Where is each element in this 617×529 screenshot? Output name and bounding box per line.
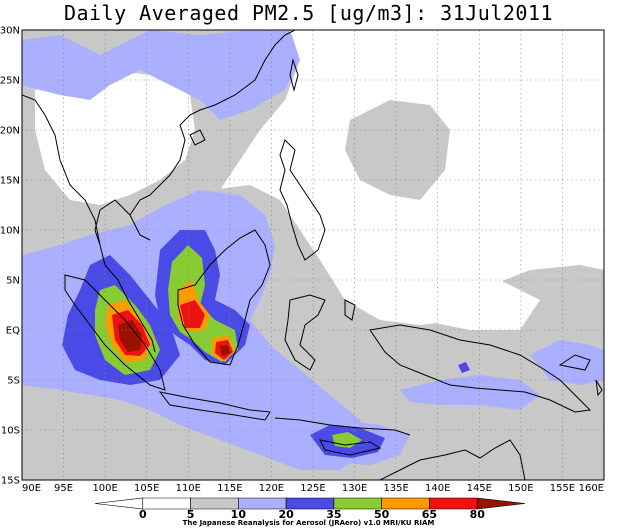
- lon-tick-label: 125E: [300, 483, 325, 494]
- coast-borneo: [177, 229, 271, 366]
- contour-10-20-east-blob: [345, 100, 450, 200]
- contour-0-10-pacific: [300, 190, 540, 330]
- lon-tick-label: 140E: [425, 483, 450, 494]
- legend-swatch: [476, 497, 526, 510]
- coast-sulawesi: [284, 294, 326, 371]
- coast-sumatra: [64, 274, 166, 391]
- lat-tick-label: 5N: [6, 276, 20, 287]
- legend-label: 50: [374, 508, 390, 521]
- coast-australia: [379, 439, 526, 480]
- contour-50-65-borneo: [168, 245, 238, 362]
- legend-label: 10: [231, 508, 247, 521]
- lat-tick-label: 5S: [7, 376, 20, 387]
- color-legend: 0 5 10 20 35 50 65 80: [94, 497, 526, 521]
- lon-tick-label: 120E: [259, 483, 284, 494]
- coast-asia-mainland: [22, 30, 296, 353]
- coast-timor-chain: [274, 417, 411, 456]
- lon-tick-label: 100E: [92, 483, 117, 494]
- lon-tick-label: 155E: [550, 483, 575, 494]
- lat-tick-label: 15S: [1, 476, 20, 487]
- legend-label: 80: [470, 508, 486, 521]
- contour-0-10-seasia: [35, 70, 195, 205]
- map-frame: [21, 29, 605, 481]
- coast-newguinea: [369, 324, 592, 413]
- lat-tick-label: EQ: [6, 326, 20, 337]
- contour-80-borneo: [180, 300, 205, 328]
- legend-swatch: [142, 497, 191, 510]
- latitude-tick-labels: 30N 25N 20N 15N 10N 5N EQ 5S 10S 15S: [0, 26, 20, 487]
- coast-java: [158, 391, 271, 421]
- lon-tick-label: 160E: [579, 483, 604, 494]
- coast-hainan: [189, 129, 206, 146]
- lat-tick-label: 10S: [1, 426, 20, 437]
- map-title: Daily Averaged PM2.5 [ug/m3]: 31Jul2011: [63, 1, 554, 25]
- contour-max-sumatra: [118, 320, 142, 352]
- lon-tick-label: 145E: [467, 483, 492, 494]
- coast-philippines: [279, 139, 326, 261]
- coast-taiwan: [289, 58, 299, 92]
- lon-tick-label: 110E: [176, 483, 201, 494]
- coastlines: [22, 30, 603, 480]
- contour-20-35-east: [400, 375, 540, 410]
- legend-label: 20: [278, 508, 294, 521]
- lon-tick-label: 150E: [508, 483, 533, 494]
- lat-tick-label: 25N: [0, 76, 20, 87]
- lon-tick-label: 105E: [134, 483, 159, 494]
- lat-tick-label: 30N: [0, 26, 20, 37]
- lon-tick-label: 90E: [22, 483, 41, 494]
- contour-20-35-newguinea-east: [530, 340, 604, 385]
- lat-tick-label: 20N: [0, 126, 20, 137]
- legend-swatch: [94, 497, 144, 510]
- legend-label: 5: [187, 508, 195, 521]
- lon-tick-label: 135E: [383, 483, 408, 494]
- contour-35-50-spot: [458, 362, 470, 373]
- coast-new-britain: [558, 354, 591, 371]
- grid-lines: [22, 30, 604, 480]
- lon-tick-label: 115E: [217, 483, 242, 494]
- legend-label: 65: [422, 508, 437, 521]
- longitude-tick-labels: 90E 95E 100E 105E 110E 115E 120E 125E 130E 135E 14…: [22, 483, 604, 494]
- lat-tick-label: 15N: [0, 176, 20, 187]
- credit-text: The Japanese Reanalysis for Aerosol (JRA…: [182, 519, 435, 527]
- lon-tick-label: 95E: [54, 483, 73, 494]
- legend-label: 35: [326, 508, 341, 521]
- coast-halmahera: [344, 299, 356, 321]
- legend-label: 0: [139, 508, 147, 521]
- lon-tick-label: 130E: [342, 483, 367, 494]
- lat-tick-label: 10N: [0, 226, 20, 237]
- coast-bougainville: [595, 379, 603, 397]
- contour-max-borneo-south: [220, 345, 230, 356]
